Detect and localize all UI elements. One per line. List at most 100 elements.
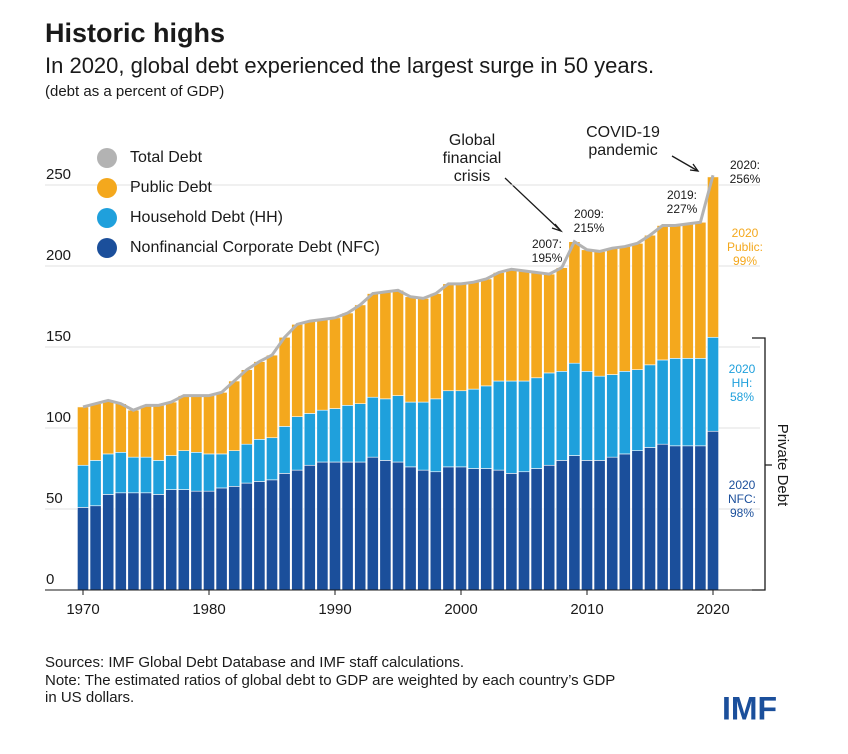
bar-segment — [379, 460, 392, 591]
annotation: 215% — [574, 221, 605, 235]
bar-segment — [669, 225, 682, 359]
bar-segment — [530, 272, 543, 379]
bar-segment — [77, 464, 89, 508]
bar-segment — [165, 489, 178, 591]
bar-segment — [480, 385, 493, 469]
bar-segment — [341, 312, 354, 406]
bar-segment — [240, 482, 253, 591]
bar-segment — [215, 487, 228, 591]
annotation: 2007: — [532, 237, 562, 251]
bar-segment — [303, 413, 316, 466]
bar-segment — [455, 390, 467, 468]
bar-segment — [392, 395, 404, 463]
bar-segment — [291, 416, 304, 471]
bar-segment — [152, 460, 165, 495]
bar-segment — [203, 490, 215, 591]
annotation: NFC: — [728, 492, 756, 506]
bar-segment — [455, 466, 467, 591]
bar-segment — [102, 494, 115, 591]
bar-segment — [291, 469, 304, 591]
bar-segment — [656, 359, 669, 445]
bar-segment — [467, 468, 480, 591]
arrow-head — [551, 223, 564, 233]
note: in US dollars. — [45, 689, 134, 706]
bar-segment — [581, 249, 593, 372]
bar-segment — [127, 409, 140, 458]
annotation: 2019: — [667, 188, 697, 202]
bar-segment — [114, 451, 127, 494]
legend-marker — [97, 178, 117, 198]
bar-segment — [102, 453, 115, 495]
bar-segment — [543, 372, 556, 466]
bar-segment — [543, 273, 556, 374]
bar-segment — [253, 439, 266, 482]
bar-segment — [291, 324, 304, 417]
bar-segment — [707, 176, 719, 338]
bar-segment — [89, 460, 102, 507]
annotation: 98% — [730, 506, 754, 520]
bar-segment — [568, 455, 581, 591]
bar-segment — [606, 374, 619, 458]
bar-segment — [442, 466, 455, 591]
bar-segment — [329, 408, 341, 463]
bar-segment — [228, 380, 241, 451]
bar-segment — [177, 450, 190, 490]
annotation: 2020 — [729, 362, 756, 376]
annotation: crisis — [454, 168, 490, 185]
bar-segment — [429, 293, 442, 400]
bar-segment — [593, 251, 606, 377]
bar-segment — [694, 221, 707, 359]
bar-segment — [190, 395, 203, 453]
legend-label: Nonfinancial Corporate Debt (NFC) — [130, 239, 380, 256]
bar-segment — [606, 247, 619, 375]
annotation: 2009: — [574, 207, 604, 221]
bar-segment — [555, 370, 568, 461]
arrow — [671, 155, 699, 172]
y-tick-label: 50 — [46, 490, 63, 507]
bar-segment — [656, 225, 669, 361]
bar-segment — [140, 456, 152, 494]
bar-segment — [518, 270, 530, 382]
bar-segment — [530, 468, 543, 591]
x-tick-label: 1970 — [66, 601, 99, 618]
bar-segment — [480, 468, 493, 591]
chart-subtitle: In 2020, global debt experienced the lar… — [45, 53, 654, 78]
bar-segment — [681, 358, 694, 447]
bar-segment — [467, 388, 480, 469]
bar-segment — [165, 455, 178, 490]
arrow-head — [689, 163, 700, 172]
bar-segment — [555, 267, 568, 372]
bar-segment — [379, 398, 392, 461]
annotation: 2020 — [729, 478, 756, 492]
bar-segment — [631, 369, 644, 451]
x-tick-label: 2020 — [696, 601, 729, 618]
y-tick-label: 200 — [46, 247, 71, 264]
bar-segment — [127, 456, 140, 494]
annotation: HH: — [732, 376, 753, 390]
bar-segment — [505, 473, 518, 591]
bar-segment — [354, 403, 367, 463]
bar-segment — [341, 405, 354, 463]
bar-segment — [177, 395, 190, 451]
bar-segment — [694, 358, 707, 447]
bar-segment — [140, 405, 152, 458]
bar-segment — [518, 471, 530, 591]
bar-segment — [631, 450, 644, 591]
bar-segment — [215, 392, 228, 455]
bar-segment — [707, 430, 719, 591]
bar-segment — [417, 401, 430, 471]
bar-segment — [303, 320, 316, 414]
bar-segment — [177, 489, 190, 591]
bar-segment — [442, 390, 455, 468]
legend-label: Total Debt — [130, 149, 203, 166]
annotation: Public: — [727, 240, 763, 254]
bar-segment — [114, 492, 127, 591]
bar-segment — [266, 437, 278, 481]
bar-segment — [392, 461, 404, 591]
bar-segment — [278, 473, 291, 591]
x-tick-label: 1980 — [192, 601, 225, 618]
bar-segment — [467, 281, 480, 390]
bar-segment — [354, 461, 367, 591]
bar-segment — [417, 298, 430, 403]
